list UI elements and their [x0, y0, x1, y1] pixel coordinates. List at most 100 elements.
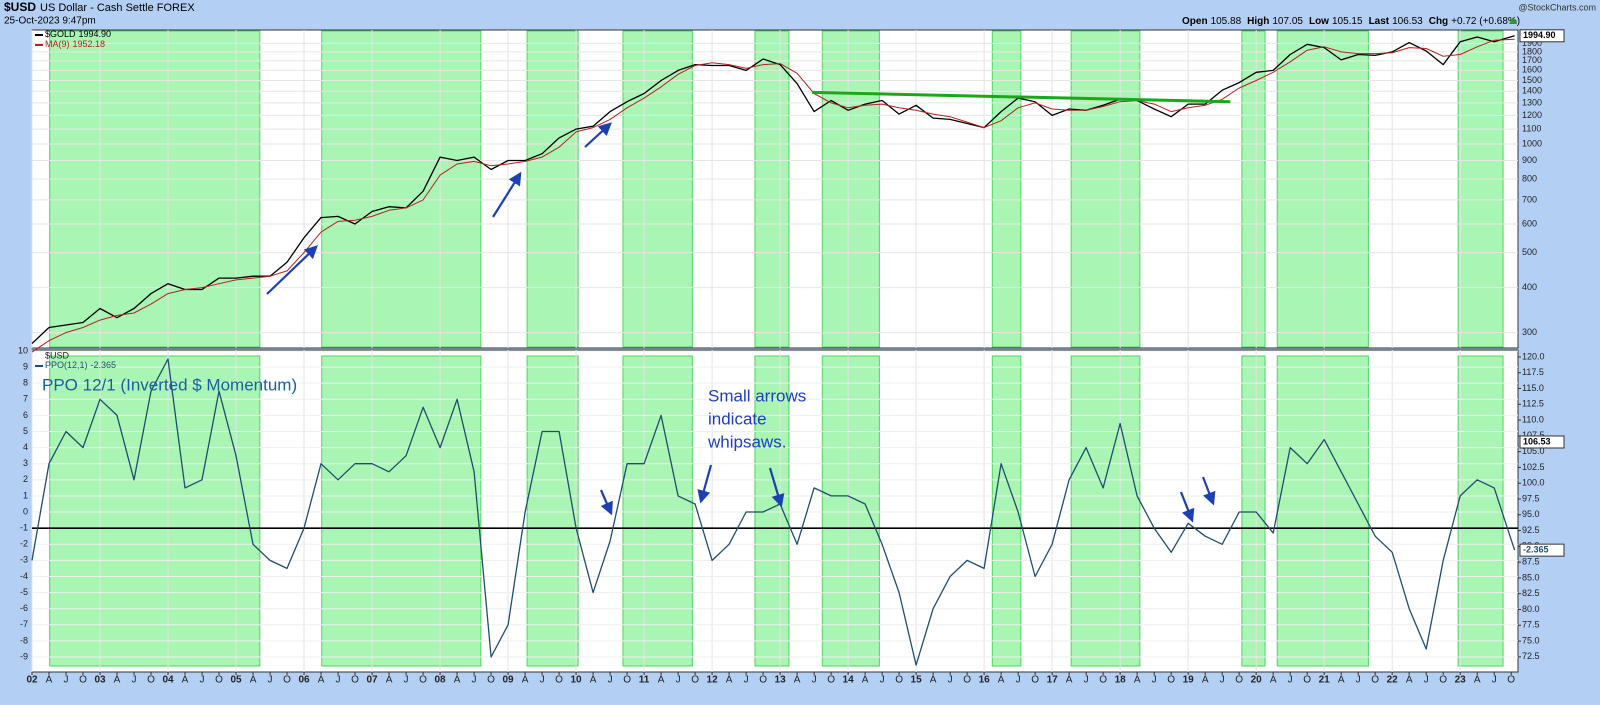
value-tag — [1519, 29, 1565, 43]
y-tick-label: 7 — [23, 394, 28, 404]
plot-layer: 02 A J O 03 A J O 04 A J O 05 A J O 06 A J O 07 A J O 08 A J O 09 A J O… — [18, 29, 1565, 686]
y2-tick-label: 95.0 — [1522, 509, 1540, 519]
y2-tick-label: 117.5 — [1522, 367, 1544, 377]
y2-tick-label: 120.0 — [1522, 351, 1545, 361]
x-tick-label: A — [1066, 675, 1073, 686]
legend-text: $GOLD — [45, 29, 76, 39]
x-tick-label: A — [250, 675, 257, 686]
quote-value: 105.88 — [1211, 16, 1242, 27]
x-tick-label: O — [79, 675, 87, 686]
x-tick-label: A — [1406, 675, 1413, 686]
x-tick-label: 08 — [434, 675, 446, 686]
y-tick-label: 1 — [23, 490, 28, 500]
note-line: whipsaws. — [707, 432, 786, 451]
x-tick-label: J — [540, 675, 545, 686]
x-tick-label: J — [268, 675, 273, 686]
y-tick-label: 9 — [23, 361, 28, 371]
y-tick-label: 3 — [23, 458, 28, 468]
x-tick-label: J — [1220, 675, 1225, 686]
y-tick-label: 500 — [1522, 247, 1537, 257]
y-tick-label: 1900 — [1522, 38, 1542, 48]
y-tick-label: 600 — [1522, 218, 1537, 228]
y2-tick-label: 115.0 — [1522, 383, 1544, 393]
quote-value: 106.53 — [1392, 16, 1423, 27]
quote-label: Low — [1309, 16, 1329, 27]
x-tick-label: A — [1202, 675, 1209, 686]
note-line: indicate — [708, 409, 767, 428]
shaded-zone — [49, 355, 261, 667]
y-tick-label: 4 — [23, 442, 28, 452]
x-tick-label: 16 — [979, 675, 991, 686]
y-tick-label: 700 — [1522, 194, 1537, 204]
quote-label: High — [1247, 16, 1269, 27]
note-line: Small arrows — [708, 386, 806, 405]
x-tick-label: O — [1439, 675, 1447, 686]
value-tag-label: 1994.90 — [1523, 30, 1556, 40]
x-tick-label: J — [132, 675, 137, 686]
header-date: 25-Oct-2023 9:47pm — [4, 16, 96, 27]
x-tick-label: J — [880, 675, 885, 686]
y2-tick-label: 100.0 — [1522, 478, 1545, 488]
x-tick-label: O — [1235, 675, 1243, 686]
arrow — [599, 489, 613, 516]
shaded-zone — [1070, 355, 1141, 667]
arrow — [1179, 491, 1195, 523]
y2-tick-label: 80.0 — [1522, 604, 1540, 614]
shaded-zone — [754, 30, 790, 348]
y2-tick-label: 102.5 — [1522, 462, 1545, 472]
header-symbol: $USD — [4, 0, 36, 14]
arrow — [1201, 476, 1216, 506]
indicator-annotation: PPO 12/1 (Inverted $ Momentum) — [42, 375, 297, 394]
x-tick-label: J — [1492, 675, 1497, 686]
y2-tick-label: 85.0 — [1522, 572, 1540, 582]
x-tick-label: 05 — [230, 675, 242, 686]
change-arrow — [1509, 17, 1517, 24]
x-tick-label: 03 — [94, 675, 106, 686]
x-tick-label: J — [812, 675, 817, 686]
shaded-zone — [991, 355, 1022, 667]
shaded-zone — [1241, 30, 1266, 348]
x-tick-label: A — [522, 675, 529, 686]
y-tick-label: -7 — [20, 619, 28, 629]
x-tick-label: A — [318, 675, 325, 686]
value-tag-label: -2.365 — [1523, 545, 1549, 555]
x-tick-label: A — [1338, 675, 1345, 686]
x-tick-label: J — [404, 675, 409, 686]
x-tick-label: O — [555, 675, 563, 686]
arrow — [697, 464, 713, 504]
credit: @StockCharts.com — [1518, 2, 1596, 12]
x-tick-label: O — [691, 675, 699, 686]
y-tick-label: 900 — [1522, 155, 1537, 165]
arrow — [492, 171, 522, 218]
shaded-zone — [321, 355, 482, 667]
x-tick-label: O — [827, 675, 835, 686]
x-tick-label: 18 — [1115, 675, 1127, 686]
shaded-zone — [1070, 30, 1141, 348]
shaded-zone — [991, 30, 1022, 348]
arrow — [584, 122, 612, 148]
value-tag-label: 106.53 — [1523, 436, 1551, 446]
y2-tick-label: 75.0 — [1522, 635, 1540, 645]
x-tick-label: A — [726, 675, 733, 686]
y-tick-label: 0 — [23, 506, 28, 516]
x-tick-label: O — [1507, 675, 1515, 686]
x-tick-label: O — [351, 675, 359, 686]
header-title: $USD US Dollar - Cash Settle FOREX — [4, 0, 195, 14]
y-tick-label: 1400 — [1522, 86, 1542, 96]
x-tick-label: O — [1167, 675, 1175, 686]
x-tick-label: A — [794, 675, 801, 686]
x-tick-label: 09 — [503, 675, 515, 686]
y-tick-label: -8 — [20, 635, 28, 645]
x-tick-label: A — [930, 675, 937, 686]
x-tick-label: A — [182, 675, 189, 686]
y-tick-label: 1000 — [1522, 138, 1542, 148]
x-tick-label: 15 — [911, 675, 923, 686]
y-tick-label: 1500 — [1522, 75, 1542, 85]
x-tick-label: O — [283, 675, 291, 686]
x-tick-label: J — [1424, 675, 1429, 686]
x-tick-label: 10 — [571, 675, 583, 686]
x-tick-label: J — [1288, 675, 1293, 686]
shaded-zone — [821, 30, 880, 348]
x-tick-label: O — [419, 675, 427, 686]
y2-tick-label: 97.5 — [1522, 493, 1540, 503]
